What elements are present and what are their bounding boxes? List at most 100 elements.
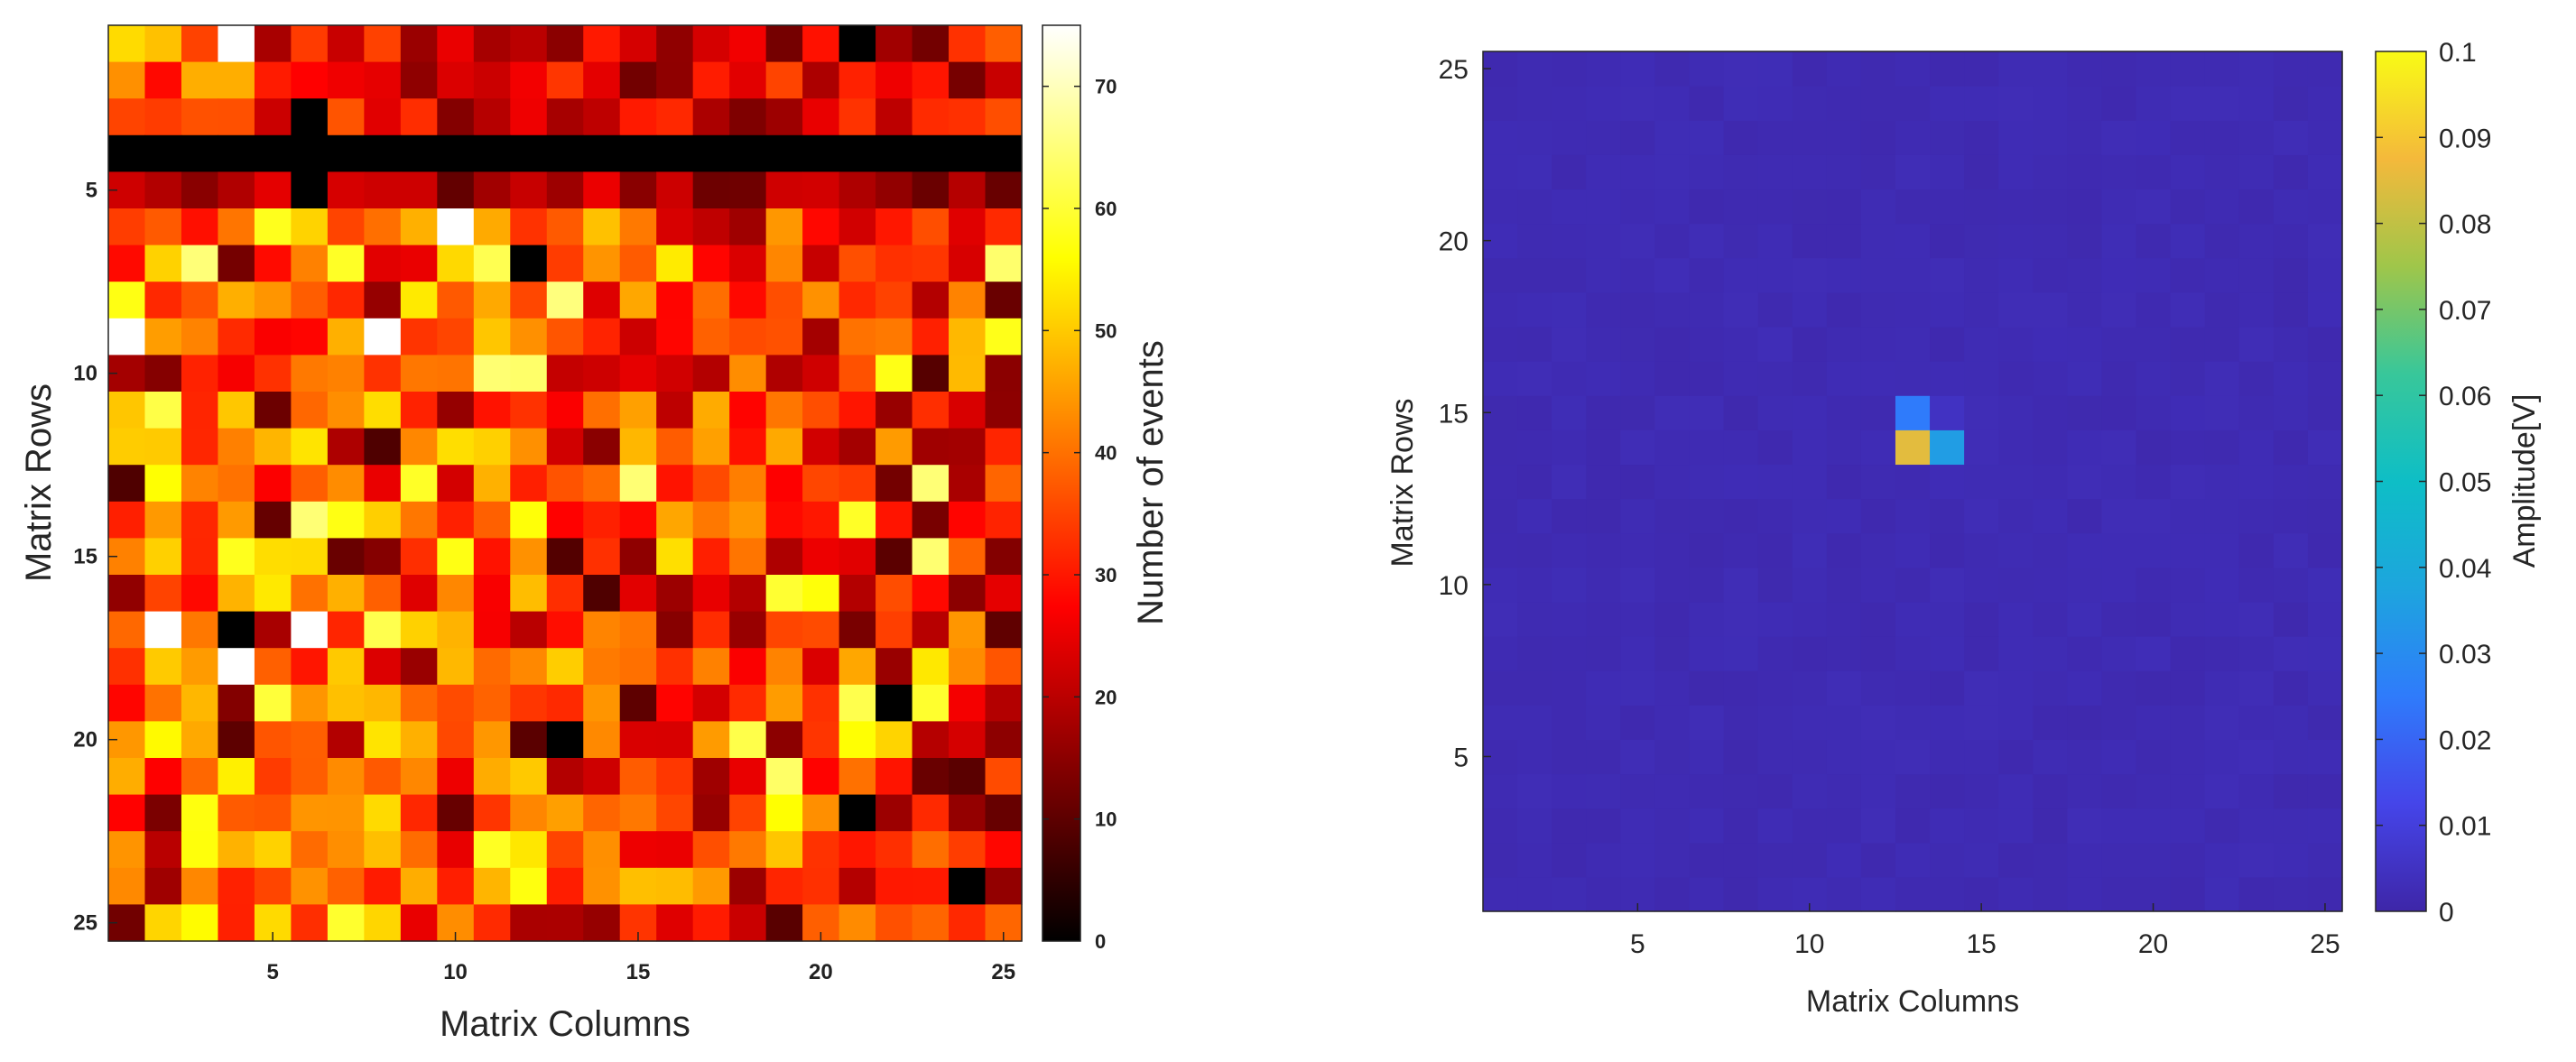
heatmap-cell xyxy=(1930,808,1965,844)
heatmap-cell xyxy=(912,171,950,209)
heatmap-cell xyxy=(1757,532,1793,568)
heatmap-cell xyxy=(2204,876,2240,912)
heatmap-cell xyxy=(1998,808,2034,844)
heatmap-cell xyxy=(2170,876,2206,912)
heatmap-cell xyxy=(1895,876,1931,912)
heatmap-cell xyxy=(254,171,292,209)
heatmap-cell xyxy=(1930,773,1965,809)
heatmap-cell xyxy=(619,282,657,319)
heatmap-cell xyxy=(254,134,292,172)
heatmap-cell xyxy=(218,98,255,136)
heatmap-cell xyxy=(729,98,767,136)
heatmap-cell xyxy=(1930,532,1965,568)
heatmap-cell xyxy=(2101,326,2137,362)
heatmap-cell xyxy=(2204,361,2240,396)
heatmap-cell xyxy=(2307,739,2343,775)
heatmap-cell xyxy=(1930,189,1965,225)
heatmap-cell xyxy=(1930,257,1965,293)
heatmap-cell xyxy=(2033,808,2068,844)
heatmap-cell xyxy=(1826,670,1862,706)
heatmap-cell xyxy=(765,465,803,503)
heatmap-cell xyxy=(729,392,767,429)
heatmap-cell xyxy=(2238,395,2275,430)
heatmap-cell xyxy=(144,575,182,613)
heatmap-cell xyxy=(583,98,621,136)
heatmap-cell xyxy=(949,98,987,136)
heatmap-cell xyxy=(802,575,840,613)
heatmap-cell xyxy=(2170,395,2206,430)
heatmap-cell xyxy=(2238,326,2275,362)
heatmap-cell xyxy=(2170,154,2206,190)
heatmap-cell xyxy=(1792,464,1828,500)
heatmap-cell xyxy=(1689,773,1725,809)
heatmap-cell xyxy=(2136,361,2172,396)
heatmap-cell xyxy=(692,648,730,686)
heatmap-cell xyxy=(912,538,950,576)
heatmap-cell xyxy=(729,684,767,722)
heatmap-cell xyxy=(1930,291,1965,328)
heatmap-cell xyxy=(1552,842,1587,878)
heatmap-cell xyxy=(1689,291,1725,328)
heatmap-cell xyxy=(1517,808,1552,844)
heatmap-cell xyxy=(1964,670,1999,706)
heatmap-cell xyxy=(473,684,511,722)
heatmap-cell xyxy=(2170,189,2206,225)
heatmap-cell xyxy=(1826,120,1862,155)
heatmap-cell xyxy=(1689,498,1725,534)
heatmap-cell xyxy=(949,684,987,722)
heatmap-cell xyxy=(985,538,1023,576)
heatmap-cell xyxy=(1964,86,1999,121)
heatmap-cell xyxy=(2238,773,2275,809)
heatmap-cell xyxy=(473,575,511,613)
heatmap-cell xyxy=(400,904,438,942)
heatmap-cell xyxy=(692,134,730,172)
heatmap-cell xyxy=(1895,670,1931,706)
heatmap-cell xyxy=(1895,842,1931,878)
heatmap-cell xyxy=(181,465,219,503)
heatmap-cell xyxy=(108,831,146,869)
heatmap-cell xyxy=(2101,429,2137,466)
heatmap-cell xyxy=(400,684,438,722)
heatmap-cell xyxy=(692,721,730,759)
heatmap-cell xyxy=(1723,326,1759,362)
heatmap-cell xyxy=(1860,773,1896,809)
heatmap-cell xyxy=(765,208,803,246)
heatmap-cell xyxy=(912,282,950,319)
heatmap-cell xyxy=(2238,429,2275,466)
heatmap-cell xyxy=(218,134,255,172)
heatmap-cell xyxy=(729,538,767,576)
heatmap-cell xyxy=(1757,326,1793,362)
heatmap-cell xyxy=(765,684,803,722)
heatmap-cell xyxy=(1826,154,1862,190)
heatmap-cell xyxy=(291,61,329,99)
y-tick-label: 10 xyxy=(1439,571,1469,601)
heatmap-cell xyxy=(656,684,694,722)
heatmap-cell xyxy=(473,501,511,539)
events-colorbar xyxy=(1042,24,1081,942)
heatmap-cell xyxy=(364,318,402,356)
heatmap-cell xyxy=(1998,86,2034,121)
heatmap-cell xyxy=(327,428,365,466)
heatmap-cell xyxy=(254,721,292,759)
heatmap-cell xyxy=(876,318,913,356)
heatmap-cell xyxy=(1552,429,1587,466)
heatmap-cell xyxy=(583,684,621,722)
heatmap-cell xyxy=(2136,223,2172,259)
heatmap-cell xyxy=(765,794,803,832)
heatmap-cell xyxy=(1757,223,1793,259)
heatmap-cell xyxy=(619,831,657,869)
heatmap-cell xyxy=(1586,567,1621,603)
heatmap-cell xyxy=(1517,189,1552,225)
heatmap-cell xyxy=(839,282,876,319)
heatmap-cell xyxy=(1895,532,1931,568)
heatmap-cell xyxy=(876,575,913,613)
heatmap-cell xyxy=(802,684,840,722)
heatmap-cell xyxy=(437,25,475,63)
heatmap-cell xyxy=(2170,567,2206,603)
heatmap-cell xyxy=(2204,223,2240,259)
heatmap-cell xyxy=(437,465,475,503)
heatmap-cell xyxy=(1723,51,1759,87)
heatmap-cell xyxy=(218,208,255,246)
heatmap-cell xyxy=(876,428,913,466)
events-heatmap-cells xyxy=(108,25,1023,942)
